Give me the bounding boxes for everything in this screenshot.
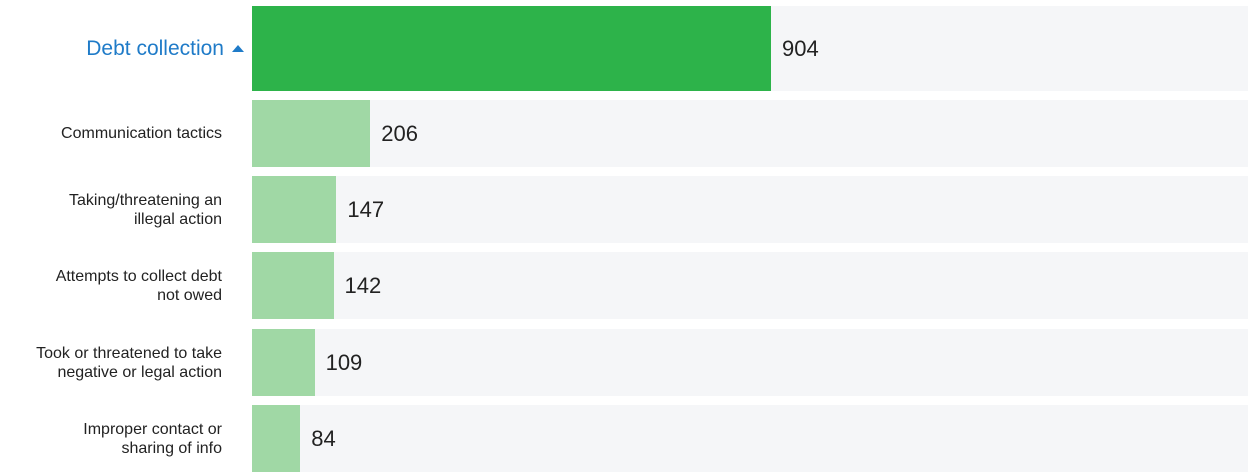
category-label: Communication tactics — [0, 100, 222, 167]
value-label: 147 — [347, 196, 385, 222]
category-text: Taking/threatening an illegal action — [69, 191, 222, 228]
bar-track — [252, 252, 1248, 319]
category-text: Improper contact or sharing of info — [83, 420, 222, 457]
category-text: Debt collection — [86, 37, 224, 60]
bar-track — [252, 176, 1248, 243]
bar-row: Debt collection 904 — [0, 6, 1248, 91]
caret-icon — [232, 45, 244, 52]
category-label: Taking/threatening an illegal action — [0, 176, 222, 243]
value-label: 142 — [344, 272, 382, 298]
category-text: Communication tactics — [61, 125, 222, 142]
bar-row: Took or threatened to take negative or l… — [0, 329, 1248, 396]
bar — [252, 100, 371, 167]
category-label: Took or threatened to take negative or l… — [0, 329, 222, 396]
bar-row: Improper contact or sharing of info 84 — [0, 405, 1248, 472]
category-label: Improper contact or sharing of info — [0, 405, 222, 472]
bar-track — [252, 100, 1248, 167]
category-label: Attempts to collect debt not owed — [0, 252, 222, 319]
category-text: Attempts to collect debt not owed — [55, 267, 222, 304]
category-text: Took or threatened to take negative or l… — [36, 344, 222, 381]
bar — [252, 176, 337, 243]
category-toggle[interactable]: Debt collection — [0, 6, 244, 91]
value-label: 109 — [325, 349, 363, 375]
bar-track — [252, 405, 1248, 472]
value-label: 206 — [381, 120, 418, 146]
bar-row: Communication tactics 206 — [0, 100, 1248, 167]
bar — [252, 405, 301, 472]
bar-row: Attempts to collect debt not owed 142 — [0, 252, 1248, 319]
bar — [252, 329, 315, 396]
bar — [252, 6, 771, 91]
bar-track — [252, 329, 1248, 396]
value-label: 84 — [311, 425, 336, 451]
value-label: 904 — [782, 35, 819, 61]
bar-row: Taking/threatening an illegal action 147 — [0, 176, 1248, 243]
bar — [252, 252, 334, 319]
